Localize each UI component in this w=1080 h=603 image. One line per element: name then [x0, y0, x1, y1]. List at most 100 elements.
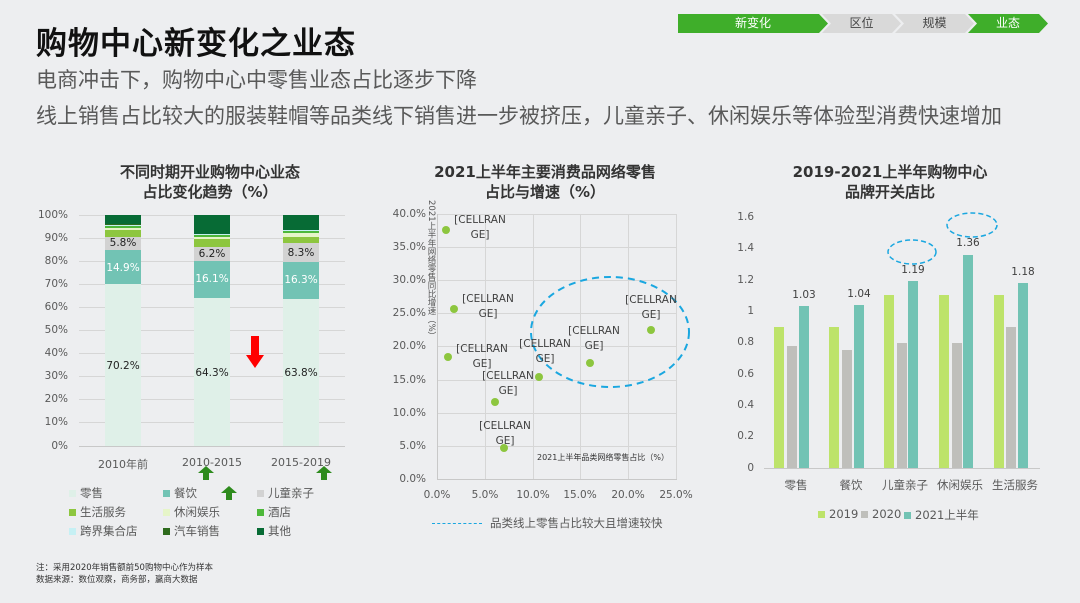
segment-hotel — [105, 226, 141, 228]
nav-step-new-changes[interactable]: 新变化 — [678, 14, 828, 33]
y-tick: 0.4 — [737, 399, 754, 411]
progress-nav: 新变化 区位 规模 业态 — [678, 14, 1042, 33]
gridline — [437, 247, 677, 248]
y-tick: 30.0% — [392, 274, 426, 286]
data-label: 1.36 — [956, 237, 980, 249]
nav-step-location[interactable]: 区位 — [822, 14, 901, 33]
y-tick: 10% — [44, 416, 68, 428]
gridline — [437, 446, 677, 447]
y-tick: 15.0% — [392, 374, 426, 386]
data-label: 1.18 — [1011, 266, 1035, 278]
legend-2021-h1: 2021上半年 — [904, 507, 979, 523]
bar-2020-retail — [787, 346, 797, 468]
bar-2021-retail — [799, 306, 809, 468]
x-axis — [764, 468, 1040, 469]
y-tick: 40% — [44, 347, 68, 359]
y-tick: 0.2 — [737, 430, 754, 442]
nav-step-format[interactable]: 业态 — [968, 14, 1048, 33]
segment-food — [105, 250, 141, 284]
segment-kids — [194, 247, 230, 261]
point-label: [CELLRAN GE] — [519, 338, 571, 365]
y-tick: 10.0% — [392, 407, 426, 419]
subtitle-2: 线上销售占比较大的服装鞋帽等品类线下销售进一步被挤压，儿童亲子、休闲娱乐等体验型… — [36, 104, 1002, 128]
segment-kids — [283, 243, 319, 262]
bar-2019-leisure — [939, 295, 949, 468]
segment-crossover — [105, 225, 141, 226]
segment-hotel — [283, 231, 319, 233]
scatter-point — [500, 444, 508, 452]
gridline — [437, 380, 677, 381]
y-tick: 5.0% — [399, 440, 426, 452]
gridline — [437, 313, 677, 314]
segment-auto — [105, 224, 141, 225]
legend-kids: 儿童亲子 — [257, 485, 314, 501]
segment-leisure — [194, 237, 230, 239]
footnote-source: 数据来源：数位观察，商务部，赢商大数据 — [36, 575, 198, 585]
legend-highlight: 品类线上零售占比较大且增速较快 — [432, 515, 663, 531]
x-axis — [79, 446, 345, 447]
y-tick: 1 — [747, 305, 754, 317]
scatter-point — [450, 305, 458, 313]
bar-2020-leisure — [952, 343, 962, 468]
x-tick: 25.0% — [659, 489, 693, 501]
data-label: 1.19 — [901, 264, 925, 276]
footnote: 注：采用2020年销售额前50购物中心作为样本 数据来源：数位观察，商务部，赢商… — [36, 562, 213, 586]
bar-2020-food — [842, 350, 852, 468]
bar-2019-retail — [774, 327, 784, 468]
page-title: 购物中心新变化之业态 — [36, 26, 356, 62]
y-axis-title: 2021上半年网络零售同比增速（%） — [426, 200, 436, 341]
y-tick: 0.6 — [737, 368, 754, 380]
x-category: 儿童亲子 — [882, 478, 928, 492]
y-tick: 30% — [44, 370, 68, 382]
x-tick: 15.0% — [563, 489, 597, 501]
x-axis-title: 2021上半年品类网络零售占比（%） — [537, 453, 669, 462]
x-category: 2010年前 — [98, 458, 148, 471]
x-category: 生活服务 — [992, 478, 1038, 492]
chart3-title: 2019-2021上半年购物中心 品牌开关店比 — [792, 163, 988, 201]
segment-kids — [105, 237, 141, 250]
scatter-point — [444, 353, 452, 361]
subtitle-1: 电商冲击下，购物中心中零售业态占比逐步下降 — [36, 68, 477, 92]
legend-other: 其他 — [257, 523, 291, 539]
y-tick: 90% — [44, 232, 68, 244]
gridline — [437, 346, 677, 347]
legend-crossover: 跨界集合店 — [69, 523, 138, 539]
segment-other — [105, 215, 141, 224]
data-label: 16.3% — [284, 274, 318, 286]
x-tick: 10.0% — [516, 489, 550, 501]
gridline — [485, 214, 486, 479]
x-axis — [437, 479, 677, 480]
legend-retail: 零售 — [69, 485, 103, 501]
bar-2019-food — [829, 327, 839, 468]
data-label: 6.2% — [198, 248, 226, 260]
point-label: [CELLRAN GE] — [482, 370, 534, 397]
point-label: [CELLRAN GE] — [479, 420, 531, 447]
x-tick: 0.0% — [423, 489, 451, 501]
bar-2019-life-service — [994, 295, 1004, 468]
segment-retail — [105, 284, 141, 446]
point-label: [CELLRAN GE] — [462, 293, 514, 320]
nav-step-scale[interactable]: 规模 — [895, 14, 974, 33]
data-label: 64.3% — [195, 367, 229, 379]
green-up-arrow-icon — [198, 466, 214, 480]
y-tick: 0% — [51, 440, 68, 452]
legend-hotel: 酒店 — [257, 504, 291, 520]
y-tick: 0 — [747, 462, 754, 474]
legend-2020: 2020 — [861, 507, 901, 521]
y-tick: 25.0% — [392, 307, 426, 319]
point-label: [CELLRAN GE] — [625, 294, 677, 321]
highlight-ellipse — [946, 212, 998, 238]
y-tick: 1.2 — [737, 274, 754, 286]
bar-2021-kids — [908, 281, 918, 468]
scatter-point — [647, 326, 655, 334]
scatter-point — [491, 398, 499, 406]
x-category: 2010-2015 — [182, 456, 242, 469]
chart1-title: 不同时期开业购物中心业态 占比变化趋势（%） — [119, 163, 300, 201]
data-label: 14.9% — [106, 262, 140, 274]
y-tick: 80% — [44, 255, 68, 267]
segment-food — [194, 261, 230, 298]
segment-other — [194, 215, 230, 234]
y-tick: 20.0% — [392, 340, 426, 352]
footnote-sample: 注：采用2020年销售额前50购物中心作为样本 — [36, 563, 213, 573]
x-category: 休闲娱乐 — [937, 478, 983, 492]
